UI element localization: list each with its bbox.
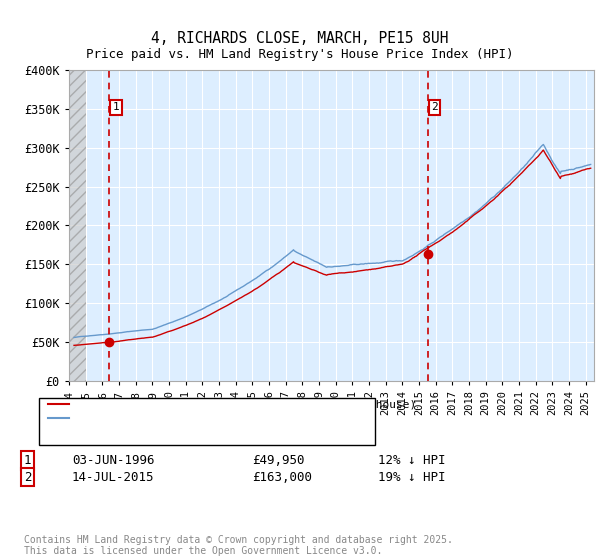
Text: 4, RICHARDS CLOSE, MARCH, PE15 8UH (detached house): 4, RICHARDS CLOSE, MARCH, PE15 8UH (deta… <box>72 399 416 409</box>
Text: £163,000: £163,000 <box>252 470 312 484</box>
Text: 14-JUL-2015: 14-JUL-2015 <box>72 470 155 484</box>
Text: 4, RICHARDS CLOSE, MARCH, PE15 8UH: 4, RICHARDS CLOSE, MARCH, PE15 8UH <box>151 31 449 46</box>
Text: 2: 2 <box>24 470 32 484</box>
Text: 12% ↓ HPI: 12% ↓ HPI <box>378 454 445 467</box>
Text: 2: 2 <box>431 102 438 113</box>
Text: 03-JUN-1996: 03-JUN-1996 <box>72 454 155 467</box>
Text: 1: 1 <box>24 454 32 467</box>
Text: HPI: Average price, detached house, Fenland: HPI: Average price, detached house, Fenl… <box>72 413 362 423</box>
Text: 1: 1 <box>113 102 119 113</box>
Text: Price paid vs. HM Land Registry's House Price Index (HPI): Price paid vs. HM Land Registry's House … <box>86 48 514 60</box>
Text: £49,950: £49,950 <box>252 454 305 467</box>
Text: 19% ↓ HPI: 19% ↓ HPI <box>378 470 445 484</box>
Bar <box>69 70 86 381</box>
Text: Contains HM Land Registry data © Crown copyright and database right 2025.
This d: Contains HM Land Registry data © Crown c… <box>24 535 453 557</box>
